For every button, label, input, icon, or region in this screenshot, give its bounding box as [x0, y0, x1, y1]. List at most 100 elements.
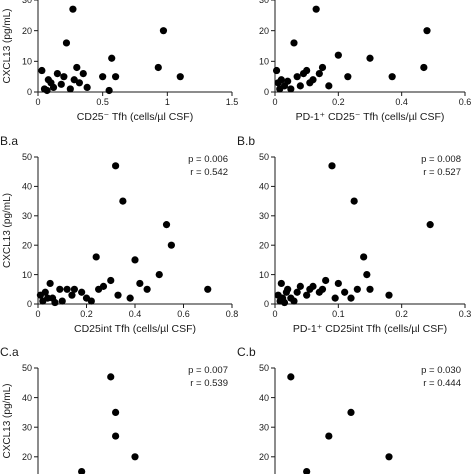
data-point [49, 83, 58, 91]
data-point [328, 162, 336, 170]
y-tick-label: 30 [22, 211, 32, 221]
data-point [99, 73, 107, 81]
scatter-panel: 0 10 20 30 0 0.5 1 1.5 CD25⁻ Tfh (cells/µl CSF) C… [2, 0, 238, 123]
y-axis-label: CXCL13 (pg/mL) [2, 193, 13, 268]
scatter-panel: 20 30 40 50C.b p = 0.030 r = 0.444 [237, 345, 461, 474]
y-tick-label: 20 [259, 26, 269, 36]
data-point [107, 276, 115, 285]
data-point [108, 54, 116, 62]
p-value-annotation: p = 0.006 [188, 154, 228, 165]
y-tick-label: 30 [259, 0, 269, 5]
scatter-panel: 0 10 20 30 40 50 0 0.2 0.4 0.6 0.8 CD25int Tfh (cel… [0, 134, 238, 335]
data-point [334, 51, 342, 59]
y-tick-label: 20 [259, 240, 269, 250]
data-point [176, 73, 184, 81]
data-point [287, 373, 295, 381]
data-point [272, 66, 281, 75]
data-point [75, 79, 83, 87]
data-point [296, 282, 304, 290]
data-point [334, 279, 342, 288]
spearman-r-annotation: r = 0.539 [190, 378, 228, 389]
data-point [366, 54, 374, 62]
data-point [70, 76, 78, 84]
data-point [57, 80, 65, 88]
data-point [325, 82, 333, 90]
x-tick-label: 0.2 [332, 97, 345, 107]
data-point [423, 27, 431, 35]
data-point [322, 276, 330, 285]
x-tick-label: 0.1 [332, 309, 345, 319]
y-tick-label: 10 [22, 270, 32, 280]
data-point [420, 63, 428, 72]
x-tick-label: 0.2 [395, 309, 408, 319]
x-axis-label: PD-1⁺ CD25⁻ Tfh (cells/µl CSF) [296, 111, 445, 123]
data-point [62, 39, 71, 47]
y-tick-label: 0 [264, 299, 269, 309]
x-tick-label: 0 [272, 309, 277, 319]
y-tick-label: 30 [22, 422, 32, 432]
x-tick-label: 0 [35, 97, 40, 107]
data-point [341, 288, 349, 296]
data-point [38, 66, 46, 75]
y-tick-label: 20 [259, 452, 269, 462]
data-point [46, 279, 54, 288]
data-point [303, 468, 311, 474]
data-point [131, 453, 139, 461]
data-point [312, 5, 320, 13]
data-point [204, 285, 212, 293]
data-point [154, 63, 162, 72]
data-point [70, 285, 78, 293]
y-tick-label: 50 [259, 363, 269, 373]
data-point [284, 285, 292, 293]
y-tick-label: 20 [22, 452, 32, 462]
data-point [60, 73, 68, 81]
x-axis-label: CD25int Tfh (cells/µl CSF) [74, 323, 196, 335]
data-point [167, 241, 175, 249]
y-tick-label: 40 [22, 393, 32, 403]
data-point [315, 70, 323, 78]
data-point [51, 298, 59, 307]
data-point [87, 297, 95, 305]
x-tick-label: 0 [35, 309, 40, 319]
data-point [136, 279, 144, 288]
y-tick-label: 50 [22, 152, 32, 162]
data-point [277, 279, 285, 288]
data-point [69, 5, 77, 13]
y-axis-label: CXCL13 (pg/mL) [2, 383, 13, 458]
data-point [131, 256, 139, 264]
data-point [318, 63, 327, 72]
data-point [79, 70, 87, 78]
y-tick-label: 30 [259, 422, 269, 432]
y-tick-label: 20 [22, 240, 32, 250]
x-tick-label: 0.4 [395, 97, 408, 107]
x-tick-label: 0.8 [226, 309, 239, 319]
data-point [68, 291, 76, 299]
data-point [344, 73, 352, 81]
p-value-annotation: p = 0.030 [421, 365, 461, 376]
data-point [290, 39, 298, 47]
y-axis-label: CXCL13 (pg/mL) [2, 8, 13, 83]
data-point [385, 291, 393, 299]
panel-label: C.a [0, 345, 19, 359]
data-point [155, 271, 163, 279]
data-point [56, 285, 64, 293]
data-point [309, 76, 317, 84]
data-point [293, 288, 301, 296]
y-tick-label: 30 [22, 0, 32, 5]
data-point [114, 291, 122, 299]
x-tick-label: 0.4 [129, 309, 142, 319]
x-tick-label: 0.6 [459, 97, 472, 107]
x-tick-label: 0.6 [177, 309, 190, 319]
data-point [107, 373, 115, 381]
spearman-r-annotation: r = 0.542 [190, 167, 228, 178]
data-point [78, 288, 86, 296]
data-point [318, 285, 327, 293]
data-point [78, 468, 86, 474]
data-point [99, 282, 108, 290]
data-point [303, 291, 311, 299]
y-tick-label: 50 [259, 152, 269, 162]
y-tick-label: 40 [259, 182, 269, 192]
scatter-panel: 20 30 40 50 CXCL13 (pg/mL) C.a p = 0.007 r = 0.… [0, 345, 228, 474]
y-tick-label: 40 [22, 182, 32, 192]
